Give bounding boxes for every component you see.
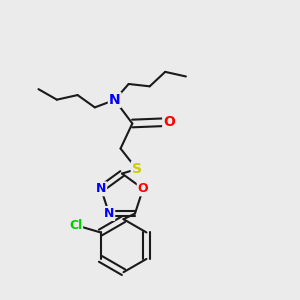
Text: O: O bbox=[138, 182, 148, 195]
Text: N: N bbox=[96, 182, 106, 195]
Text: N: N bbox=[109, 93, 121, 107]
Text: S: S bbox=[132, 162, 142, 176]
Text: Cl: Cl bbox=[69, 219, 82, 232]
Text: O: O bbox=[163, 115, 175, 129]
Text: N: N bbox=[104, 207, 114, 220]
